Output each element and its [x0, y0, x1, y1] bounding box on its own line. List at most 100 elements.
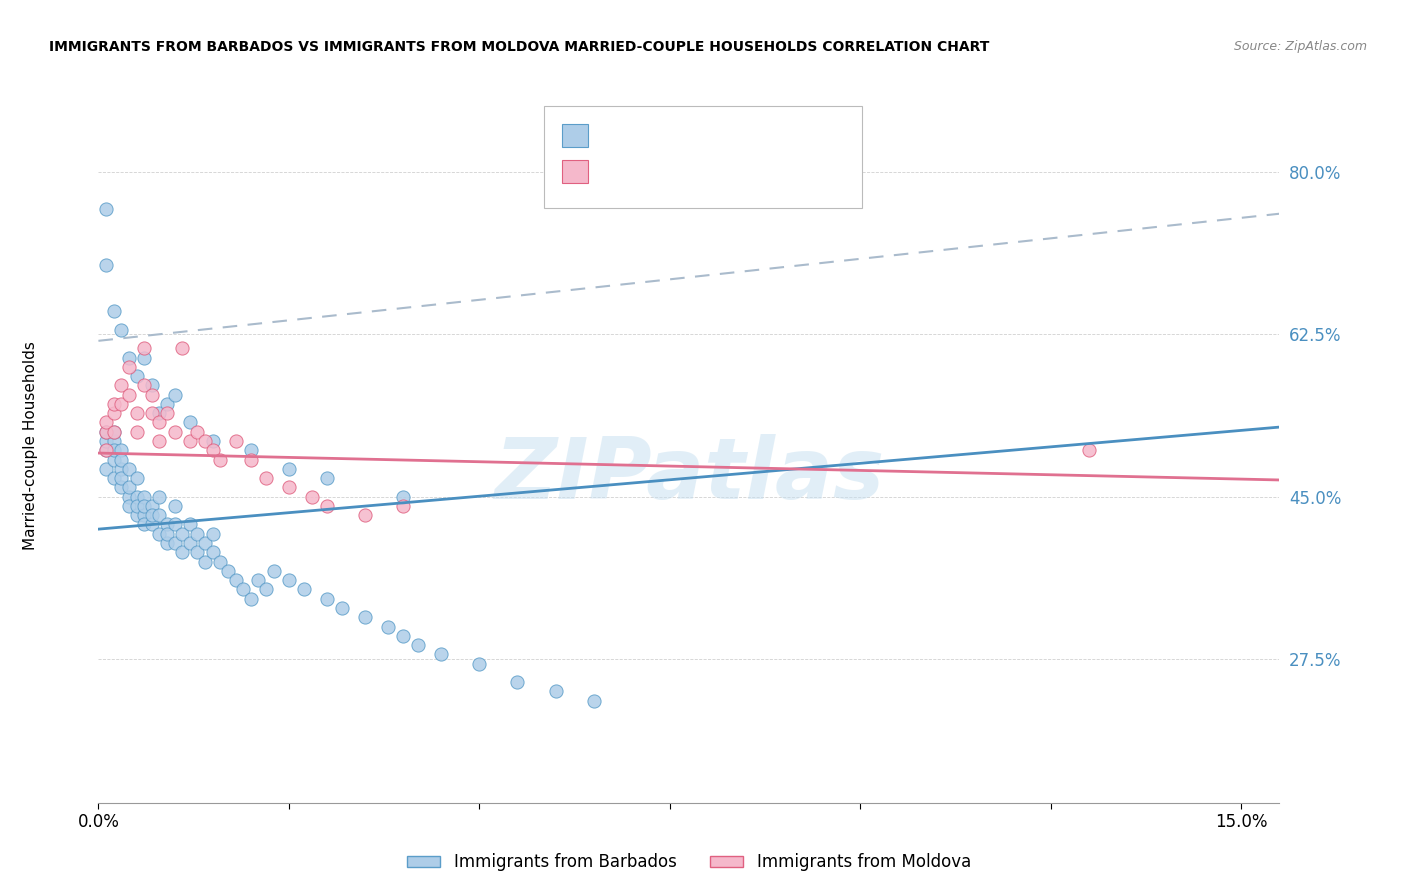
Point — [354, 508, 377, 523]
Point — [103, 452, 125, 467]
Point — [110, 462, 132, 476]
Point — [330, 601, 353, 615]
Point — [172, 341, 194, 355]
Point — [316, 591, 339, 606]
Point — [263, 564, 285, 578]
Point — [94, 258, 117, 272]
Point — [103, 425, 125, 439]
Point — [232, 582, 254, 597]
Point — [316, 471, 339, 485]
Point — [134, 517, 156, 532]
Point — [103, 434, 125, 448]
Point — [148, 434, 170, 448]
Point — [134, 351, 156, 365]
Point — [125, 406, 148, 420]
Point — [125, 490, 148, 504]
Point — [392, 629, 415, 643]
Point — [468, 657, 491, 671]
Point — [186, 545, 208, 559]
Point — [156, 526, 179, 541]
Point — [103, 397, 125, 411]
Point — [354, 610, 377, 624]
Point — [239, 443, 262, 458]
Text: N = 43: N = 43 — [714, 164, 768, 178]
Text: R =: R = — [599, 164, 633, 178]
Point — [125, 471, 148, 485]
Point — [125, 499, 148, 513]
Point — [141, 508, 163, 523]
Point — [134, 490, 156, 504]
Point — [94, 434, 117, 448]
Point — [134, 378, 156, 392]
Point — [141, 517, 163, 532]
Text: R =: R = — [599, 128, 633, 143]
Point — [125, 425, 148, 439]
Point — [201, 443, 224, 458]
Point — [392, 490, 415, 504]
Point — [209, 555, 232, 569]
Point — [544, 684, 567, 698]
Point — [156, 536, 179, 550]
Point — [179, 434, 201, 448]
Point — [254, 582, 277, 597]
Point — [134, 508, 156, 523]
Point — [141, 378, 163, 392]
Text: IMMIGRANTS FROM BARBADOS VS IMMIGRANTS FROM MOLDOVA MARRIED-COUPLE HOUSEHOLDS CO: IMMIGRANTS FROM BARBADOS VS IMMIGRANTS F… — [49, 40, 990, 54]
Text: 0.157: 0.157 — [641, 128, 689, 143]
Point — [163, 499, 186, 513]
Point — [103, 425, 125, 439]
Point — [103, 443, 125, 458]
Point — [163, 517, 186, 532]
Point — [94, 462, 117, 476]
Point — [118, 462, 141, 476]
Point — [239, 452, 262, 467]
Point — [103, 304, 125, 318]
Point — [217, 564, 239, 578]
Point — [201, 434, 224, 448]
Point — [125, 508, 148, 523]
Point — [277, 573, 299, 587]
Point — [225, 573, 247, 587]
Point — [201, 526, 224, 541]
Point — [316, 499, 339, 513]
Point — [225, 434, 247, 448]
Point — [148, 416, 170, 430]
Point — [94, 416, 117, 430]
Point — [1078, 443, 1101, 458]
Point — [254, 471, 277, 485]
Point — [156, 517, 179, 532]
Point — [209, 452, 232, 467]
Point — [430, 648, 453, 662]
Text: Source: ZipAtlas.com: Source: ZipAtlas.com — [1233, 40, 1367, 54]
Point — [94, 202, 117, 216]
Point — [118, 490, 141, 504]
Point — [582, 694, 605, 708]
Point — [148, 406, 170, 420]
Point — [110, 323, 132, 337]
Point — [292, 582, 315, 597]
Point — [110, 397, 132, 411]
Point — [141, 499, 163, 513]
Point — [118, 480, 141, 494]
Point — [156, 397, 179, 411]
Point — [194, 536, 217, 550]
Point — [408, 638, 430, 652]
Point — [134, 499, 156, 513]
Point — [134, 341, 156, 355]
Point — [110, 452, 132, 467]
Text: -0.068: -0.068 — [641, 164, 696, 178]
Legend: Immigrants from Barbados, Immigrants from Moldova: Immigrants from Barbados, Immigrants fro… — [401, 847, 977, 878]
Point — [247, 573, 270, 587]
Point — [277, 462, 299, 476]
Point — [156, 406, 179, 420]
Point — [103, 406, 125, 420]
Point — [110, 378, 132, 392]
Point — [179, 416, 201, 430]
Point — [172, 526, 194, 541]
Point — [94, 443, 117, 458]
Point — [163, 387, 186, 401]
Point — [506, 675, 529, 690]
Point — [392, 499, 415, 513]
Point — [179, 536, 201, 550]
Text: Married-couple Households: Married-couple Households — [24, 342, 38, 550]
